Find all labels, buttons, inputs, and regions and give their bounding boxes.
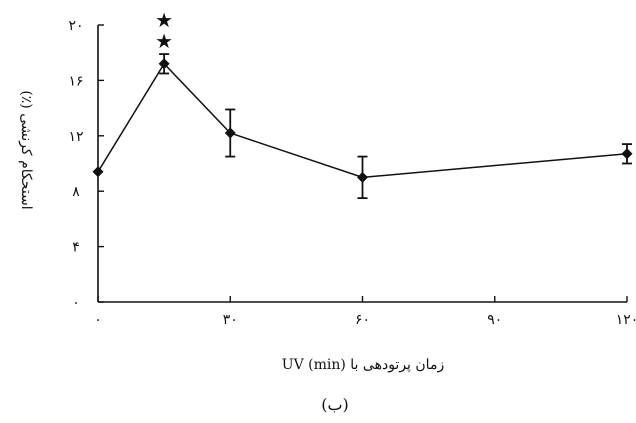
data-point (158, 58, 170, 70)
data-point (224, 127, 236, 139)
data-point (92, 166, 104, 178)
series-layer (92, 53, 633, 200)
annotation-layer: ★★ (155, 8, 173, 53)
x-axis-ticks: ۰ ۳۰ ۶۰ ۹۰ ۱۲۰ (94, 296, 636, 328)
x-tick-label: ۱۲۰ (616, 312, 636, 328)
x-axis-title: زمان پرتودهی با UV (min) (282, 357, 444, 373)
data-point (621, 148, 633, 160)
y-tick-label: ۲۰ (68, 18, 83, 34)
x-tick-label: ۰ (94, 312, 102, 328)
x-tick-label: ۹۰ (487, 312, 502, 328)
y-tick-label: ۴ (72, 240, 80, 256)
data-point (357, 171, 368, 183)
x-tick-label: ۳۰ (223, 312, 238, 328)
significance-star: ★ (155, 8, 173, 32)
subfigure-label: (ب) (321, 395, 349, 414)
y-axis-ticks: ۰ ۴ ۸ ۱۲ ۱۶ ۲۰ (68, 18, 104, 311)
y-tick-label: ۰ (72, 295, 80, 311)
y-tick-label: ۱۲ (68, 129, 83, 145)
x-tick-label: ۶۰ (355, 312, 370, 328)
y-tick-label: ۸ (72, 184, 80, 200)
significance-star: ★ (155, 29, 173, 53)
y-tick-label: ۱۶ (68, 73, 83, 89)
y-axis-title: استحکام کرنشی (٪) (18, 90, 34, 209)
